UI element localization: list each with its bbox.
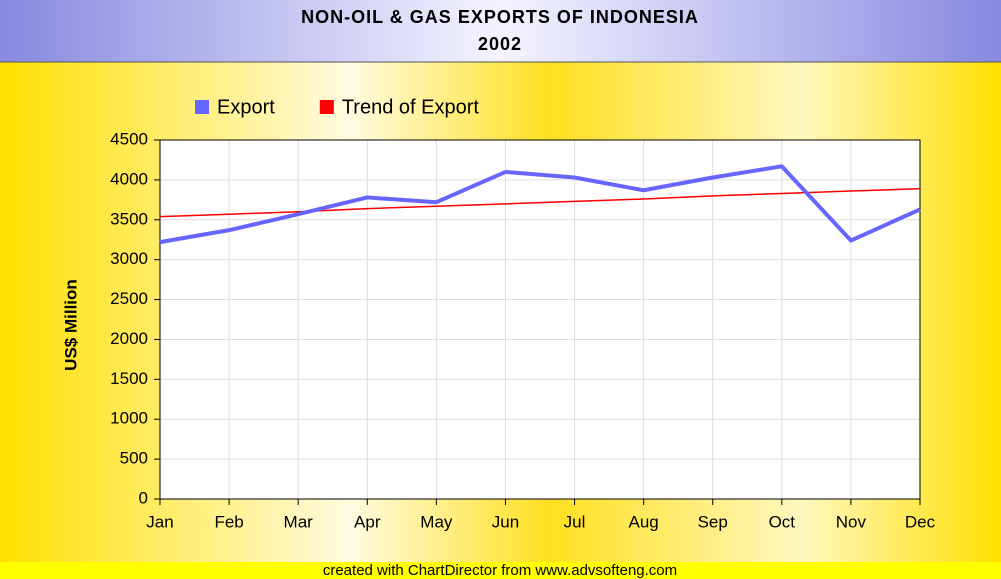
chart-subtitle: 2002	[478, 34, 522, 54]
x-tick-label: Jun	[492, 512, 519, 531]
chart-title: NON-OIL & GAS EXPORTS OF INDONESIA	[301, 7, 699, 27]
legend-swatch	[195, 100, 209, 114]
y-tick-label: 1500	[110, 369, 148, 388]
x-tick-label: May	[420, 512, 453, 531]
x-tick-label: Mar	[284, 512, 314, 531]
series-line	[159, 164, 921, 245]
y-tick-label: 4000	[110, 169, 148, 188]
y-tick-label: 2000	[110, 329, 148, 348]
x-tick-label: Jan	[146, 512, 173, 531]
x-tick-label: Oct	[769, 512, 796, 531]
legend-swatch	[319, 100, 334, 114]
footer-bar	[0, 562, 1001, 579]
x-tick-label: Dec	[905, 512, 936, 531]
y-tick-label: 3500	[110, 209, 148, 228]
y-tick-label: 500	[120, 449, 148, 468]
x-tick-label: Apr	[354, 512, 381, 531]
y-axis-label: US$ Million	[61, 279, 80, 371]
series-line	[159, 187, 921, 218]
y-tick-label: 2500	[110, 289, 148, 308]
x-tick-label: Feb	[214, 512, 243, 531]
y-tick-label: 4500	[110, 129, 148, 148]
title-bar	[0, 0, 1001, 62]
legend-label: Trend of Export	[342, 96, 480, 118]
x-tick-label: Aug	[629, 512, 659, 531]
x-tick-label: Sep	[698, 512, 728, 531]
x-tick-label: Jul	[564, 512, 586, 531]
x-tick-label: Nov	[836, 512, 867, 531]
legend-label: Export	[217, 96, 275, 118]
y-tick-label: 1000	[110, 409, 148, 428]
y-tick-label: 3000	[110, 249, 148, 268]
footer: created with ChartDirector from www.advs…	[323, 562, 677, 579]
plot-area	[160, 140, 920, 499]
y-tick-label: 0	[139, 488, 148, 507]
plot-border	[159, 139, 921, 500]
